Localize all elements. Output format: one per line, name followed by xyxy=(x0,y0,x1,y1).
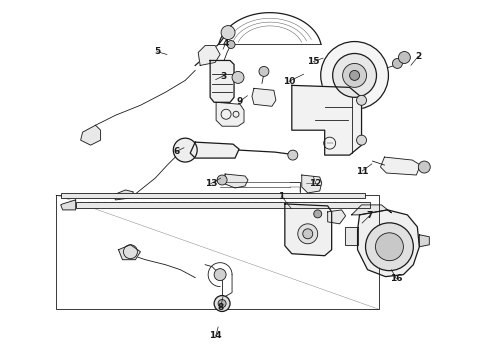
Text: 14: 14 xyxy=(209,332,222,341)
Circle shape xyxy=(232,71,244,84)
Polygon shape xyxy=(352,205,392,215)
Polygon shape xyxy=(302,175,322,193)
Circle shape xyxy=(314,210,322,218)
Polygon shape xyxy=(252,88,276,106)
Circle shape xyxy=(357,135,367,145)
Polygon shape xyxy=(225,174,248,188)
Polygon shape xyxy=(344,227,358,245)
Polygon shape xyxy=(61,200,75,210)
Polygon shape xyxy=(358,210,419,276)
Circle shape xyxy=(392,58,402,68)
Text: 2: 2 xyxy=(415,52,421,61)
Circle shape xyxy=(298,224,318,244)
Text: 9: 9 xyxy=(237,96,244,105)
Text: 15: 15 xyxy=(307,57,319,66)
Circle shape xyxy=(217,175,227,185)
Circle shape xyxy=(123,245,137,259)
Polygon shape xyxy=(292,85,362,155)
Text: 13: 13 xyxy=(205,179,217,188)
Text: 7: 7 xyxy=(367,211,373,220)
Circle shape xyxy=(366,223,414,271)
Text: 16: 16 xyxy=(390,274,403,283)
Circle shape xyxy=(288,150,298,160)
Polygon shape xyxy=(61,193,365,198)
Text: 11: 11 xyxy=(356,167,368,176)
Polygon shape xyxy=(75,202,369,208)
Polygon shape xyxy=(285,204,332,256)
Circle shape xyxy=(303,229,313,239)
Text: 3: 3 xyxy=(220,72,226,81)
Circle shape xyxy=(398,51,410,63)
Text: 1: 1 xyxy=(278,192,285,201)
Circle shape xyxy=(173,138,197,162)
Polygon shape xyxy=(219,13,321,62)
Circle shape xyxy=(214,269,226,280)
Polygon shape xyxy=(114,190,133,200)
Text: 5: 5 xyxy=(154,47,160,56)
Text: 12: 12 xyxy=(310,179,322,188)
Polygon shape xyxy=(198,45,220,66)
Polygon shape xyxy=(328,210,345,224)
Circle shape xyxy=(218,300,226,307)
Polygon shape xyxy=(380,157,420,175)
Polygon shape xyxy=(119,245,141,260)
Polygon shape xyxy=(190,142,239,158)
Circle shape xyxy=(357,95,367,105)
Polygon shape xyxy=(210,60,234,102)
Circle shape xyxy=(418,161,430,173)
Text: 4: 4 xyxy=(222,39,229,48)
Polygon shape xyxy=(419,235,429,247)
Text: 8: 8 xyxy=(218,303,224,312)
Circle shape xyxy=(375,233,403,261)
Text: 10: 10 xyxy=(283,77,295,86)
Circle shape xyxy=(221,26,235,40)
Polygon shape xyxy=(216,102,244,126)
Polygon shape xyxy=(81,125,100,145)
Circle shape xyxy=(343,63,367,87)
Circle shape xyxy=(321,41,389,109)
Circle shape xyxy=(349,71,360,80)
Circle shape xyxy=(214,296,230,311)
Circle shape xyxy=(333,54,376,97)
Text: 6: 6 xyxy=(173,147,180,156)
Circle shape xyxy=(259,67,269,76)
Circle shape xyxy=(227,41,235,49)
